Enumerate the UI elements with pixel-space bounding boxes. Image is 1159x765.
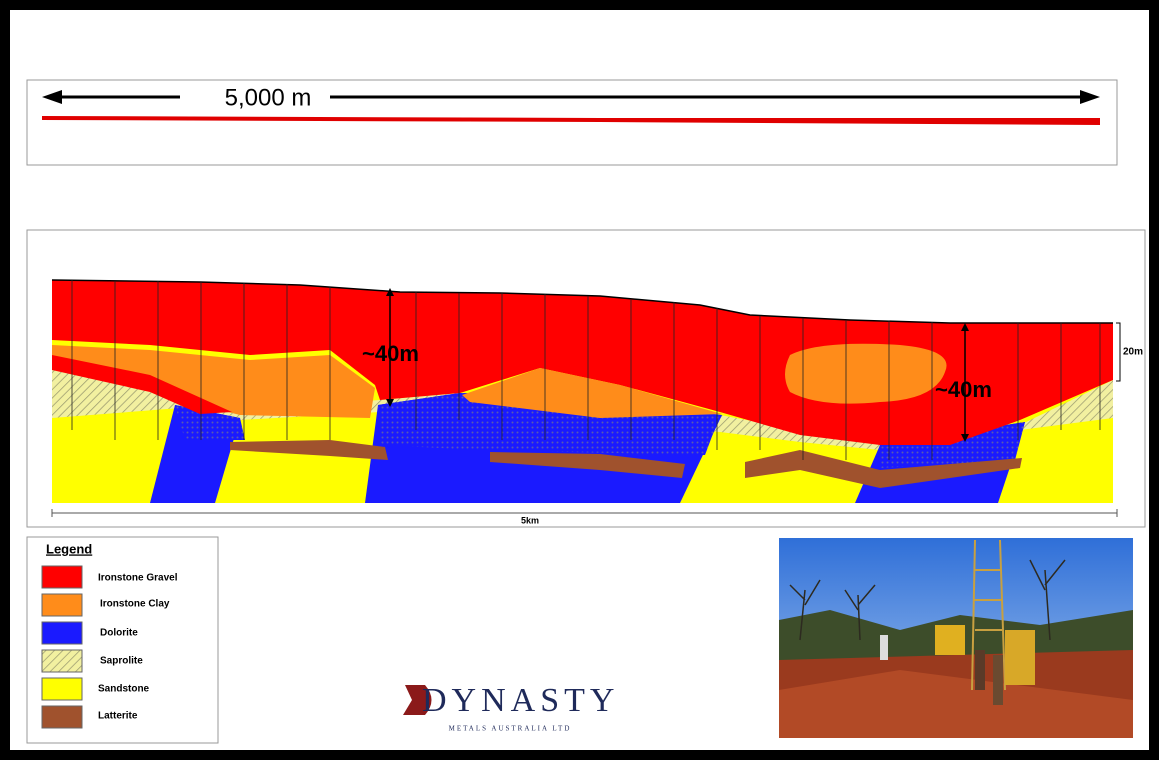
arrow-head: [1080, 90, 1100, 104]
horizontal-scale-label: 5km: [521, 515, 539, 525]
drilling-photo: [779, 538, 1133, 738]
surface-line: [51, 279, 1113, 324]
logo-tagline: METALS AUSTRALIA LTD: [449, 725, 572, 733]
legend-swatch: [41, 677, 83, 701]
ironstone-clay: [785, 343, 947, 404]
legend-swatch: [41, 705, 83, 729]
logo-name: DYNASTY: [422, 682, 619, 719]
legend-swatch: [41, 565, 83, 589]
legend-swatch: [41, 593, 83, 617]
legend-swatch: [41, 621, 83, 645]
dolerite-weathered: [880, 422, 1025, 468]
dolerite-weathered: [175, 405, 245, 440]
vertical-scale-label: 20m: [1123, 347, 1143, 358]
laterite: [490, 452, 685, 478]
legend-title: Legend: [46, 541, 92, 556]
ironstone-clay: [52, 345, 375, 418]
arrow-head: [961, 434, 969, 442]
legend-swatch: [41, 649, 83, 673]
legend-label: Latterite: [98, 711, 138, 722]
legend-label: Dolorite: [100, 628, 138, 639]
arrow-head: [961, 323, 969, 331]
logo-mark: [403, 685, 432, 715]
surface-profile: [42, 116, 1100, 125]
arrow-head: [386, 399, 394, 407]
depth-annotation: ~40m: [362, 341, 419, 366]
depth-annotation: ~40m: [935, 377, 992, 402]
legend-label: Sandstone: [98, 684, 150, 695]
legend-label: Ironstone Clay: [100, 599, 170, 610]
laterite: [230, 440, 388, 460]
legend-label: Ironstone Gravel: [98, 573, 178, 584]
arrow-head: [386, 288, 394, 296]
ironstone-gravel: [52, 280, 1113, 445]
drill-holes: [71, 280, 1101, 460]
scale-label: 5,000 m: [225, 84, 312, 111]
cross-section: [51, 279, 1113, 503]
ironstone-clay: [462, 368, 722, 418]
ironstone-gravel: [52, 355, 232, 414]
legend-label: Saprolite: [100, 656, 143, 667]
vertical-scale: [1116, 322, 1121, 382]
laterite: [745, 450, 1022, 488]
arrow-head: [42, 90, 62, 104]
